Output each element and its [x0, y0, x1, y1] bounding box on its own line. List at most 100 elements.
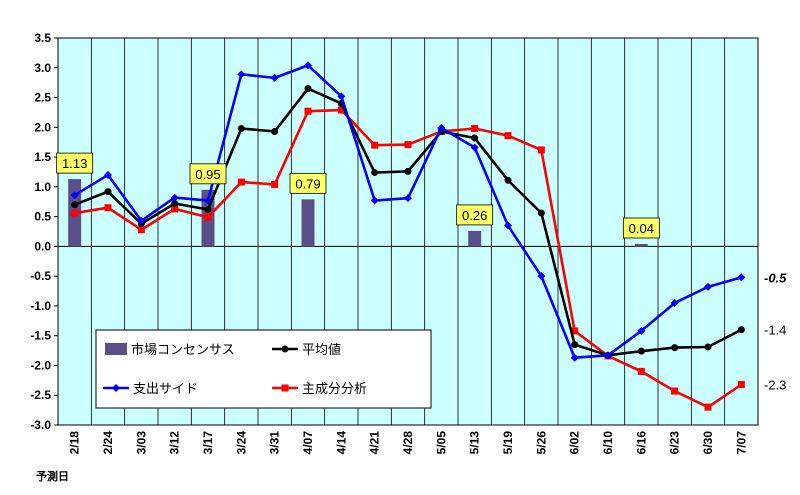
x-tick-label: 5/19 — [501, 431, 515, 455]
series-marker — [204, 205, 212, 213]
consensus-callout-label: 0.79 — [295, 176, 320, 191]
series-marker — [470, 143, 479, 152]
series-marker — [704, 403, 712, 411]
series-marker — [271, 180, 279, 188]
series-marker — [537, 209, 545, 217]
series-marker — [371, 169, 379, 177]
consensus-callout-box — [56, 152, 94, 174]
consensus-callouts: 1.13 0.95 0.79 0.26 0.04 — [56, 152, 660, 239]
x-tick-label: 5/05 — [434, 431, 448, 455]
series-marker — [404, 141, 412, 149]
y-tick-label: 1.5 — [34, 150, 51, 164]
series-marker — [370, 196, 379, 205]
y-tick-label: 3.5 — [34, 31, 51, 45]
consensus-callout-label: 1.13 — [62, 156, 87, 171]
series-marker — [537, 272, 546, 281]
legend-label-expenditure: 支出サイド — [133, 381, 198, 396]
consensus-callout-box — [622, 217, 660, 239]
series-marker — [104, 170, 112, 179]
end-label: -2.3 — [764, 378, 786, 393]
series-marker — [571, 327, 579, 335]
legend-label-consensus: 市場コンセンサス — [131, 342, 235, 357]
y-tick-label: -3.0 — [30, 418, 51, 432]
x-axis-ticks: 2/18 2/24 3/03 3/12 3/17 3/24 3/31 4/07 4/14 4/21… — [68, 431, 749, 455]
legend-marker-pca — [281, 384, 289, 392]
y-tick-label: -1.0 — [30, 299, 51, 313]
series-marker — [604, 351, 612, 360]
series-marker — [304, 85, 312, 93]
series-marker — [71, 201, 79, 209]
x-tick-label: 3/17 — [201, 431, 215, 455]
series-marker — [237, 124, 245, 132]
series-marker — [504, 221, 512, 230]
series-marker — [737, 273, 746, 282]
series-marker — [704, 282, 712, 291]
x-tick-label: 7/07 — [734, 431, 748, 455]
series-marker — [171, 205, 179, 213]
consensus-callout-label: 0.95 — [195, 167, 220, 182]
x-tick-label: 3/12 — [168, 431, 182, 455]
x-tick-label: 6/23 — [668, 431, 682, 455]
series-marker — [437, 123, 446, 132]
consensus-bar — [468, 230, 482, 247]
y-tick-label: -2.0 — [30, 358, 51, 372]
series-marker — [104, 204, 112, 212]
x-tick-label: 3/24 — [234, 431, 248, 455]
y-tick-label: -2.5 — [30, 388, 51, 402]
y-tick-label: 2.5 — [34, 91, 51, 105]
series-marker — [171, 200, 179, 208]
series-marker — [671, 344, 679, 352]
series-marker — [637, 367, 645, 375]
series-marker — [570, 353, 579, 362]
series-marker — [71, 209, 79, 217]
x-tick-label: 6/10 — [601, 431, 615, 455]
x-tick-label: 3/03 — [134, 431, 148, 455]
series-marker — [270, 73, 279, 82]
series-marker — [237, 70, 246, 79]
end-label: -1.4 — [764, 323, 786, 338]
y-tick-label: -0.5 — [30, 269, 51, 283]
consensus-callout-label: 0.26 — [462, 208, 487, 223]
x-tick-label: 4/07 — [301, 431, 315, 455]
series-lines — [70, 61, 746, 411]
series-marker — [737, 326, 745, 334]
series-marker — [637, 326, 646, 335]
x-tick-label: 4/21 — [368, 431, 382, 455]
series-marker — [571, 341, 579, 349]
x-axis-caption: 予測日 — [36, 469, 69, 483]
series-marker — [337, 106, 345, 114]
series-marker — [337, 92, 346, 101]
y-axis-ticks: 3.5 3.0 2.5 2.0 1.5 1.0 0.5 0.0 -0.5 -1.0 -1.5 -2.0… — [30, 31, 58, 432]
series-marker — [271, 127, 279, 135]
x-tick-label: 4/28 — [401, 431, 415, 455]
series-marker — [404, 194, 412, 203]
series-marker — [504, 176, 512, 184]
y-tick-label: 0.0 — [34, 239, 51, 253]
series-marker — [137, 226, 145, 234]
consensus-callout-label: 0.04 — [629, 221, 654, 236]
legend-label-average: 平均値 — [302, 342, 341, 357]
end-label: -0.5 — [764, 270, 787, 285]
x-tick-label: 6/30 — [701, 431, 715, 455]
series-marker — [237, 178, 245, 186]
legend-box — [95, 329, 432, 409]
y-tick-label: 0.5 — [34, 210, 51, 224]
series-marker — [204, 213, 212, 221]
legend-marker-expenditure — [112, 384, 120, 392]
legend-marker-average — [281, 345, 289, 353]
series-marker — [637, 347, 645, 355]
y-tick-label: -1.5 — [30, 329, 51, 343]
series-marker — [671, 387, 679, 395]
x-tick-label: 5/13 — [468, 431, 482, 455]
series-marker — [304, 107, 312, 115]
consensus-bar — [634, 244, 648, 247]
x-tick-label: 6/16 — [634, 431, 648, 455]
x-tick-label: 5/26 — [534, 431, 548, 455]
series-marker — [537, 146, 545, 154]
x-tick-label: 6/02 — [568, 431, 582, 455]
series-marker — [471, 134, 479, 142]
consensus-callout-box — [189, 163, 227, 185]
series-marker — [170, 193, 179, 202]
x-tick-label: 3/31 — [268, 431, 282, 455]
